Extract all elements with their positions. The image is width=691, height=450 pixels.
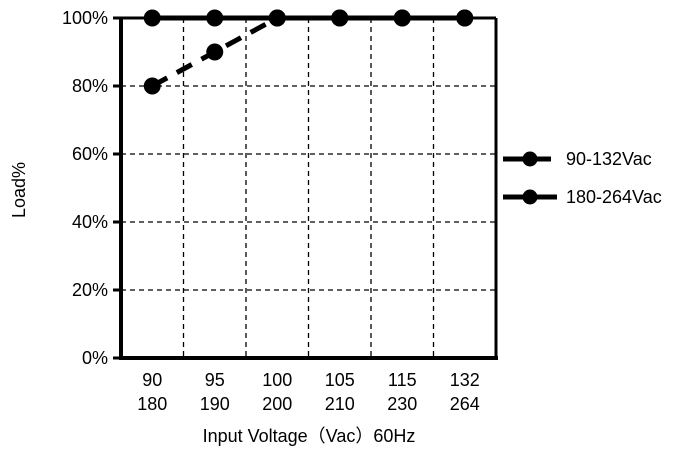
data-point [206,43,224,61]
y-tick-label: 0% [82,348,108,368]
x-tick-label-top: 105 [325,370,355,390]
y-tick-label: 100% [62,8,108,28]
y-axis-label: Load% [9,162,29,218]
y-tick-label: 20% [72,280,108,300]
legend-label: 180-264Vac [566,187,662,207]
x-tick-label-bottom: 200 [262,394,292,414]
axes [113,16,498,360]
tick-labels: 0% 20% 40% 60% 80% 100% 90 180 95 190 100 200 105 210… [62,8,480,414]
data-point [143,77,161,95]
x-tick-label-bottom: 180 [137,394,167,414]
x-tick-label-top: 115 [388,370,417,390]
x-tick-label-bottom: 190 [200,394,230,414]
legend-swatch-marker [522,151,538,167]
x-tick-label-top: 100 [262,370,292,390]
grid-lines [121,18,496,358]
x-axis-label: Input Voltage（Vac）60Hz [203,426,416,446]
y-tick-label: 40% [72,212,108,232]
x-tick-label-top: 132 [450,370,480,390]
y-tick-label: 60% [72,144,108,164]
y-tick-label: 80% [72,76,108,96]
x-tick-label-top: 95 [205,370,225,390]
x-tick-label-top: 90 [142,370,162,390]
x-tick-label-bottom: 210 [325,394,355,414]
x-tick-label-bottom: 264 [450,394,480,414]
legend-swatch-marker [522,189,538,205]
legend: 90-132Vac 180-264Vac [503,149,662,207]
legend-label: 90-132Vac [566,149,652,169]
x-tick-label-bottom: 230 [387,394,417,414]
